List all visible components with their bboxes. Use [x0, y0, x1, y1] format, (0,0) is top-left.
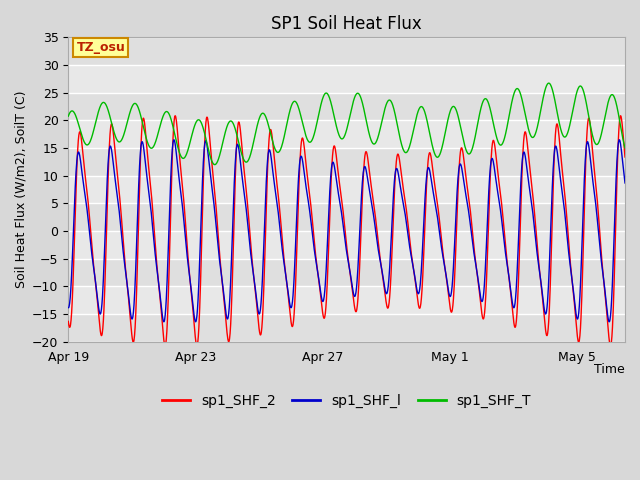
Bar [68, 203, 625, 231]
Bar [68, 37, 625, 65]
Y-axis label: Soil Heat Flux (W/m2), SoilT (C): Soil Heat Flux (W/m2), SoilT (C) [15, 91, 28, 288]
Bar [68, 259, 625, 286]
Text: Time: Time [595, 363, 625, 376]
Bar [68, 148, 625, 176]
Text: TZ_osu: TZ_osu [77, 41, 125, 54]
Title: SP1 Soil Heat Flux: SP1 Soil Heat Flux [271, 15, 422, 33]
Bar [68, 93, 625, 120]
Legend: sp1_SHF_2, sp1_SHF_l, sp1_SHF_T: sp1_SHF_2, sp1_SHF_l, sp1_SHF_T [157, 388, 537, 413]
Bar [68, 314, 625, 342]
